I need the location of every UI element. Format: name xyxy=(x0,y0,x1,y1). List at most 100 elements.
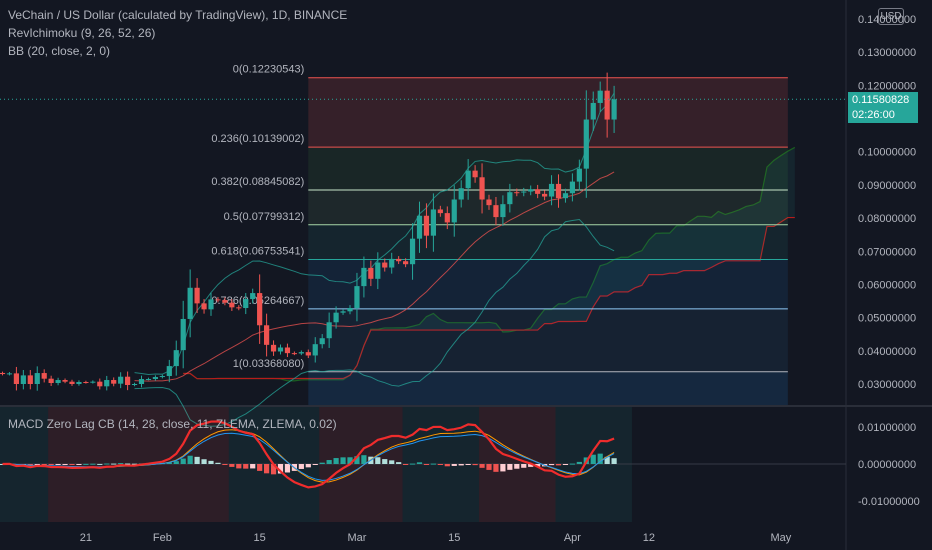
candle xyxy=(389,258,395,268)
macd-y-tick-label: -0.01000000 xyxy=(858,496,920,508)
candle xyxy=(507,192,513,205)
macd-histogram-bar xyxy=(569,463,575,465)
macd-y-tick-label: 0.00000000 xyxy=(858,459,916,471)
candle xyxy=(326,322,332,339)
candle xyxy=(55,380,61,384)
candle xyxy=(500,204,506,218)
macd-histogram-bar xyxy=(298,464,304,469)
macd-histogram-bar xyxy=(201,459,207,464)
candle xyxy=(347,308,353,312)
macd-histogram-bar xyxy=(264,464,270,474)
candle xyxy=(437,209,443,214)
candle xyxy=(201,303,207,310)
macd-histogram-bar xyxy=(319,462,325,464)
candle xyxy=(305,352,311,356)
macd-histogram-bar xyxy=(270,464,277,475)
candle xyxy=(548,183,555,197)
candle xyxy=(486,199,492,206)
candle xyxy=(597,90,603,103)
candle xyxy=(48,378,54,384)
macd-y-tick-label: 0.01000000 xyxy=(858,422,916,434)
candle xyxy=(284,347,291,354)
candle xyxy=(152,377,158,380)
candle xyxy=(542,193,548,197)
y-tick-label: 0.13000000 xyxy=(858,47,916,59)
macd-legend[interactable]: MACD Zero Lag CB (14, 28, close, 11, ZLE… xyxy=(8,417,337,431)
candle xyxy=(604,90,610,120)
ichimoku-cloud xyxy=(183,147,795,381)
macd-histogram-bar xyxy=(604,456,610,464)
bb-lower xyxy=(134,218,615,427)
candle xyxy=(465,170,471,189)
candle xyxy=(409,238,416,265)
macd-histogram-bar xyxy=(507,464,513,470)
candle xyxy=(493,205,499,218)
currency-badge[interactable]: USD xyxy=(878,8,904,25)
candle xyxy=(528,189,534,192)
candle xyxy=(69,381,75,384)
candle xyxy=(208,299,214,310)
y-tick-label: 0.08000000 xyxy=(858,213,916,225)
macd-histogram-bar xyxy=(486,464,492,470)
fib-band xyxy=(308,77,788,148)
macd-histogram-bar xyxy=(257,464,263,471)
macd-histogram-bar xyxy=(27,464,33,465)
macd-histogram-bar xyxy=(479,464,485,468)
candle xyxy=(270,344,277,352)
y-tick-label: 0.09000000 xyxy=(858,180,916,192)
candle xyxy=(41,373,47,379)
candle xyxy=(131,384,138,385)
candle xyxy=(277,347,284,352)
symbol-title[interactable]: VeChain / US Dollar (calculated by Tradi… xyxy=(8,8,348,22)
candle xyxy=(264,325,270,345)
fib-band xyxy=(308,371,788,405)
macd-histogram-bar xyxy=(326,460,332,464)
y-tick-label: 0.03000000 xyxy=(858,379,916,391)
fib-band xyxy=(308,224,788,260)
macd-histogram-bar xyxy=(465,464,471,465)
candle xyxy=(403,261,409,265)
candle xyxy=(444,213,450,223)
macd-histogram-bar xyxy=(528,464,534,467)
fib-band xyxy=(308,259,788,309)
candle xyxy=(340,311,346,313)
candle xyxy=(6,373,13,375)
candle xyxy=(34,373,40,384)
candle xyxy=(555,183,562,199)
x-tick-label: 12 xyxy=(643,532,655,544)
macd-histogram-bar xyxy=(340,457,346,464)
macd-histogram-bar xyxy=(215,462,221,464)
y-tick-label: 0.10000000 xyxy=(858,147,916,159)
candle xyxy=(312,344,318,356)
fib-label: 0.236(0.10139002) xyxy=(211,133,304,145)
macd-histogram-bar xyxy=(34,464,40,465)
candle xyxy=(0,372,6,375)
candle xyxy=(76,382,82,384)
candle xyxy=(180,318,186,351)
bb-legend[interactable]: BB (20, close, 2, 0) xyxy=(8,44,111,58)
candle xyxy=(104,380,110,387)
fib-label: 0.618(0.06753541) xyxy=(211,245,304,257)
macd-histogram-bar xyxy=(173,461,179,464)
candle xyxy=(257,293,263,326)
fib-band xyxy=(308,308,788,372)
macd-histogram-bar xyxy=(396,462,402,464)
candle xyxy=(451,199,457,223)
macd-histogram-bar xyxy=(347,457,353,464)
candle xyxy=(535,189,541,194)
candle xyxy=(222,300,228,303)
macd-histogram-bar xyxy=(493,464,499,472)
candle xyxy=(583,119,589,169)
macd-histogram-bar xyxy=(284,464,291,473)
countdown-tag: 02:26:00 xyxy=(848,107,918,123)
candle xyxy=(430,209,436,236)
candle xyxy=(298,352,304,354)
x-tick-label: 15 xyxy=(448,532,460,544)
macd-histogram-bar xyxy=(62,464,68,465)
ichimoku-legend[interactable]: RevIchimoku (9, 26, 52, 26) xyxy=(8,26,156,40)
macd-histogram-bar xyxy=(375,457,381,464)
candle xyxy=(194,287,200,304)
